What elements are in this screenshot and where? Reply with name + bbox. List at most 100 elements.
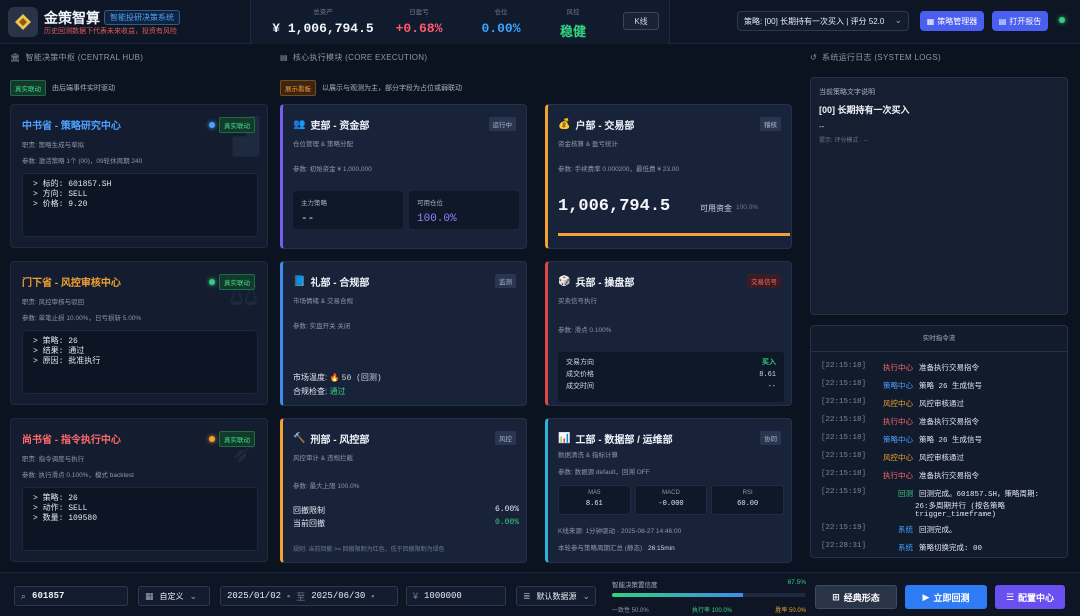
bank-icon: 🏛 [10,53,21,62]
log-message: 回测完成。 [919,527,957,535]
date-range-input[interactable]: 2025/01/02 ▪ 至 2025/06/30 ▪ [220,586,398,606]
log-source: 执行中心 [883,419,913,427]
terminal-output: > 标的: 601857.SH > 方向: SELL > 价格: 9.20 [22,173,258,237]
live-badge: 真实联动 [209,431,255,447]
confidence-meter: 智能决策置信度 67.5% 一致性 50.0% 执行率 100.0% 胜率 50… [612,579,806,614]
dept-risk: 🔨 刑部 - 风控部 风控 风控审计 & 违规拦截 参数: 最大上限 100.0… [280,418,527,563]
strategy-description: 当前策略文字说明 [00] 长期持有一次买入 -- 提示: 评分模式 · -- [810,77,1068,315]
compliance-row: 合规检查: 通过 [293,387,346,396]
log-message: 准备执行交易指令 [919,365,979,373]
capital-input[interactable]: ¥ 1000000 [406,586,506,606]
server-icon: ▤ [280,53,288,62]
logo-icon [15,14,31,30]
status-badge: 运行中 [488,117,516,131]
dept-data: 📊 工部 - 数据部 / 运维部 协同 数据清洗 & 指标计算 参数: 数据源 … [545,418,792,563]
current-drawdown-row: 当前回撤 0.00% [293,518,519,528]
run-backtest-button[interactable]: ▶ 立即回测 [905,585,987,609]
dept-trading: 🎲 兵部 - 操盘部 交易信号 买卖信号执行 参数: 滑点 0.100% 交易方… [545,261,792,406]
log-entry: [22:15:18] 执行中心 准备执行交易指令 [821,470,979,481]
status-badge: 监测 [495,274,516,288]
kline-button[interactable]: K线 [623,12,659,30]
log-message: 准备执行交易指令 [919,419,979,427]
log-entry: [22:15:18] 执行中心 准备执行交易指令 [821,362,979,373]
dice-icon: 🎲 [558,276,571,287]
classic-pattern-button[interactable]: ⊞ 经典形态 [815,585,897,609]
core-section-subtitle: 展示看板 以展示与观测为主，部分字段为占位或弱联动 [280,80,462,96]
chevron-down-icon: ⌄ [189,590,198,601]
chevron-down-icon: ⌄ [582,590,591,601]
log-entry: [22:28:31] 系统 策略切换完成: 00 [821,542,982,553]
available-funds-value: 1,006,794.5 [558,197,671,216]
status-dot-icon [209,279,215,285]
logo [8,7,38,37]
core-section-title: ▤ 核心执行模块 (CORE EXECUTION) [280,53,428,62]
status-badge: 协同 [760,431,781,445]
app-title: 金策智算 [44,10,100,26]
log-timestamp: [22:28:31] [821,542,867,550]
log-entry: [22:15:18] 执行中心 准备执行交易指令 [821,416,979,427]
sliders-icon: ☰ [1005,591,1015,602]
log-section-title: ↺ 系统运行日志 (SYSTEM LOGS) [810,53,941,62]
log-message: 风控审核通过 [919,455,964,463]
connection-status-icon [1059,17,1065,23]
database-icon: ≣ [523,590,531,601]
log-source: 策略中心 [883,437,913,445]
grid-icon: ▦ [926,16,935,26]
dept-compliance: 📘 礼部 - 合规部 监测 市场情绪 & 交易合规 参数: 实盘开关 关闭 市场… [280,261,527,406]
grid-icon: ⊞ [832,591,840,602]
log-entry: [22:15:18] 策略中心 策略 26 生成信号 [821,434,982,445]
top-bar: 金策智算 智能投研决策系统 历史回测数据下代表未来收益，投资有风险 总资产 ¥ … [0,0,1080,44]
config-center-button[interactable]: ☰ 配置中心 [995,585,1065,609]
strategy-select[interactable]: 策略: [00] 长期持有一次买入 | 评分 52.0 ⌄ [737,11,909,31]
metric-position: 仓位 0.00% [481,9,521,36]
log-timestamp: [22:15:18] [821,380,867,388]
range-type-select[interactable]: ▦ 自定义 ⌄ [138,586,210,606]
log-message: 策略 26 生成信号 [919,437,983,445]
metrics-panel: 总资产 ¥ 1,006,794.5 日盈亏 +0.68% 仓位 0.00% 风控… [250,0,670,44]
status-dot-icon [209,436,215,442]
log-timestamp: [22:15:18] [821,470,867,478]
log-entry: [22:15:18] 风控中心 风控审核通过 [821,452,964,463]
metric-risk: 风控 稳健 [559,9,586,39]
log-source: 系统 [898,527,913,535]
calendar-icon: ▦ [145,590,154,601]
log-source: 回测 [898,491,913,499]
log-source: 系统 [898,545,913,553]
main-strategy-box: 主力策略 -- [293,191,403,229]
log-message: 准备执行交易指令 [919,473,979,481]
hub-card-execution: ➶ 尚书省 - 指令执行中心 真实联动 职责: 指令调度与执行 参数: 执行滑点… [10,418,268,562]
trade-info-box: 交易方向 买入 成交价格 8.61 成交时间 -- [558,352,784,402]
log-panel[interactable]: 实时指令流 [22:15:18] 执行中心 准备执行交易指令 [22:15:18] 策略… [810,325,1068,558]
log-source: 执行中心 [883,473,913,481]
strategy-manager-button[interactable]: ▦ 策略管理器 [920,11,984,31]
hub-card-strategy: ▟ 中书省 - 策略研究中心 真实联动 职责: 策略生成与草拟 参数: 激活策略… [10,104,268,248]
indicator-macd: MACD -0.000 [634,485,708,515]
dept-finance: 💰 户部 - 交易部 稽核 资金核算 & 盈亏统计 参数: 手续费率 0.000… [545,104,792,249]
status-dot-icon [209,122,215,128]
hub-section-subtitle: 真实联动 由后端事件实时驱动 [10,80,115,96]
hub-card-risk: ⚖ 门下省 - 风控审核中心 真实联动 职责: 风控审核与驳回 参数: 单笔止损… [10,261,268,405]
log-source: 风控中心 [883,401,913,409]
document-icon: ▤ [998,16,1007,26]
symbol-input[interactable]: ⌕ 601857 [14,586,128,606]
log-message: 策略切换完成: 00 [919,545,983,553]
play-icon: ▶ [922,591,930,602]
log-timestamp: [22:15:19] [821,488,867,496]
status-badge: 稽核 [760,117,781,131]
indicator-row: MA5 8.61 MACD -0.000 RSI 60.00 [558,485,785,515]
book-icon: 📘 [293,276,306,287]
metric-daily-pnl: 日盈亏 +0.68% [395,9,443,36]
datasource-select[interactable]: ≣ 默认数据源 ⌄ [516,586,596,606]
risk-warning: 历史回测数据下代表未来收益，投资有风险 [44,28,177,35]
log-timestamp: [22:15:18] [821,452,867,460]
terminal-output: > 策略: 26 > 结果: 通过 > 原因: 批准执行 [22,330,258,394]
log-timestamp: [22:15:19] [821,524,867,532]
users-icon: 👥 [293,119,306,130]
log-timestamp: [22:15:18] [821,434,867,442]
dept-personnel: 👥 吏部 - 资金部 运行中 仓位管理 & 策略分配 参数: 初始资金 ¥ 1,… [280,104,527,249]
live-badge: 真实联动 [209,117,255,133]
available-position-box: 可用仓位 100.0% [409,191,519,229]
log-entry: [22:15:18] 风控中心 风控审核通过 [821,398,964,409]
live-badge: 真实联动 [209,274,255,290]
open-report-button[interactable]: ▤ 打开报告 [992,11,1048,31]
